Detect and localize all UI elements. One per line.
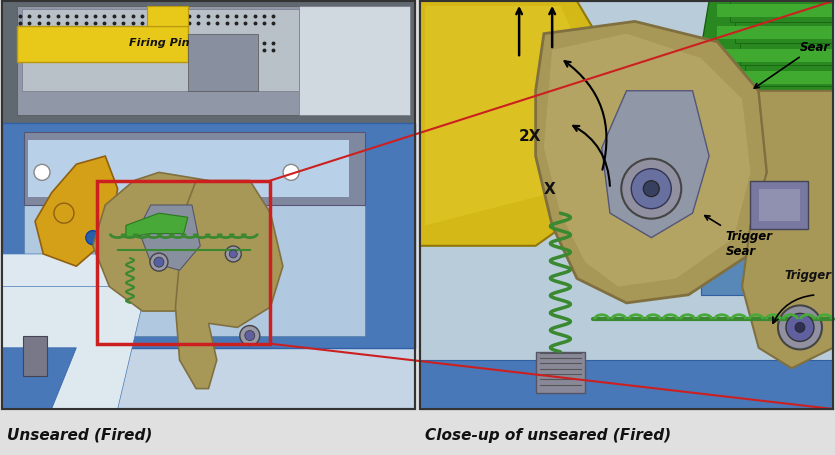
Bar (717, 5, 833, 18)
Circle shape (621, 159, 681, 219)
Polygon shape (760, 129, 833, 150)
Bar (420, 2, 833, 409)
Bar (420, 360, 833, 409)
Polygon shape (35, 157, 118, 267)
Bar (420, 2, 833, 409)
Polygon shape (735, 23, 833, 44)
Bar (717, 27, 833, 40)
Polygon shape (139, 206, 200, 271)
Polygon shape (175, 181, 283, 389)
Polygon shape (742, 91, 833, 369)
Text: Trigger: Trigger (785, 269, 832, 282)
Circle shape (34, 165, 50, 181)
Polygon shape (188, 35, 258, 91)
Polygon shape (24, 132, 366, 336)
Text: Close-up of unseared (Fired): Close-up of unseared (Fired) (425, 427, 671, 442)
Polygon shape (147, 7, 188, 27)
Polygon shape (126, 214, 188, 238)
Text: Sear: Sear (754, 41, 830, 89)
Polygon shape (17, 7, 405, 116)
Circle shape (86, 231, 100, 245)
Polygon shape (93, 173, 229, 311)
Polygon shape (17, 27, 188, 63)
Circle shape (795, 323, 805, 333)
Polygon shape (2, 124, 415, 348)
Bar (717, 50, 833, 63)
Polygon shape (701, 185, 759, 295)
Circle shape (786, 313, 814, 342)
Polygon shape (730, 2, 833, 23)
Circle shape (240, 326, 260, 346)
Polygon shape (2, 287, 147, 409)
Polygon shape (300, 7, 410, 116)
Circle shape (245, 331, 255, 341)
Circle shape (225, 247, 241, 263)
Bar (759, 189, 800, 222)
Text: Trigger
Sear: Trigger Sear (705, 216, 772, 258)
Bar (535, 352, 585, 393)
Circle shape (54, 204, 74, 224)
Circle shape (150, 253, 168, 272)
Bar (751, 181, 808, 230)
Polygon shape (740, 44, 833, 66)
Polygon shape (24, 132, 366, 206)
Text: 2X: 2X (519, 128, 542, 143)
Polygon shape (425, 7, 594, 226)
Circle shape (154, 258, 164, 268)
Circle shape (230, 250, 237, 258)
Polygon shape (544, 35, 751, 287)
Circle shape (631, 169, 671, 209)
Polygon shape (22, 10, 300, 91)
Text: X: X (544, 182, 555, 196)
Text: Firing Pin: Firing Pin (129, 38, 190, 48)
Bar (23, 336, 48, 377)
Polygon shape (2, 254, 126, 348)
Bar (717, 72, 833, 85)
Polygon shape (755, 108, 833, 129)
Bar (2, 2, 415, 409)
Text: Unseared (Fired): Unseared (Fired) (7, 427, 152, 442)
Polygon shape (750, 86, 833, 108)
Polygon shape (2, 348, 76, 409)
Bar (577, 124, 594, 214)
Polygon shape (535, 22, 767, 303)
Polygon shape (745, 66, 833, 86)
Polygon shape (420, 2, 618, 246)
Circle shape (778, 306, 822, 349)
Polygon shape (28, 141, 349, 197)
Bar (717, 95, 833, 107)
Bar (717, 117, 833, 130)
Circle shape (283, 165, 299, 181)
Polygon shape (602, 91, 709, 238)
Polygon shape (2, 2, 415, 124)
Circle shape (643, 181, 660, 197)
Bar (97, 181, 271, 344)
Polygon shape (701, 2, 833, 185)
Bar (2, 2, 415, 409)
